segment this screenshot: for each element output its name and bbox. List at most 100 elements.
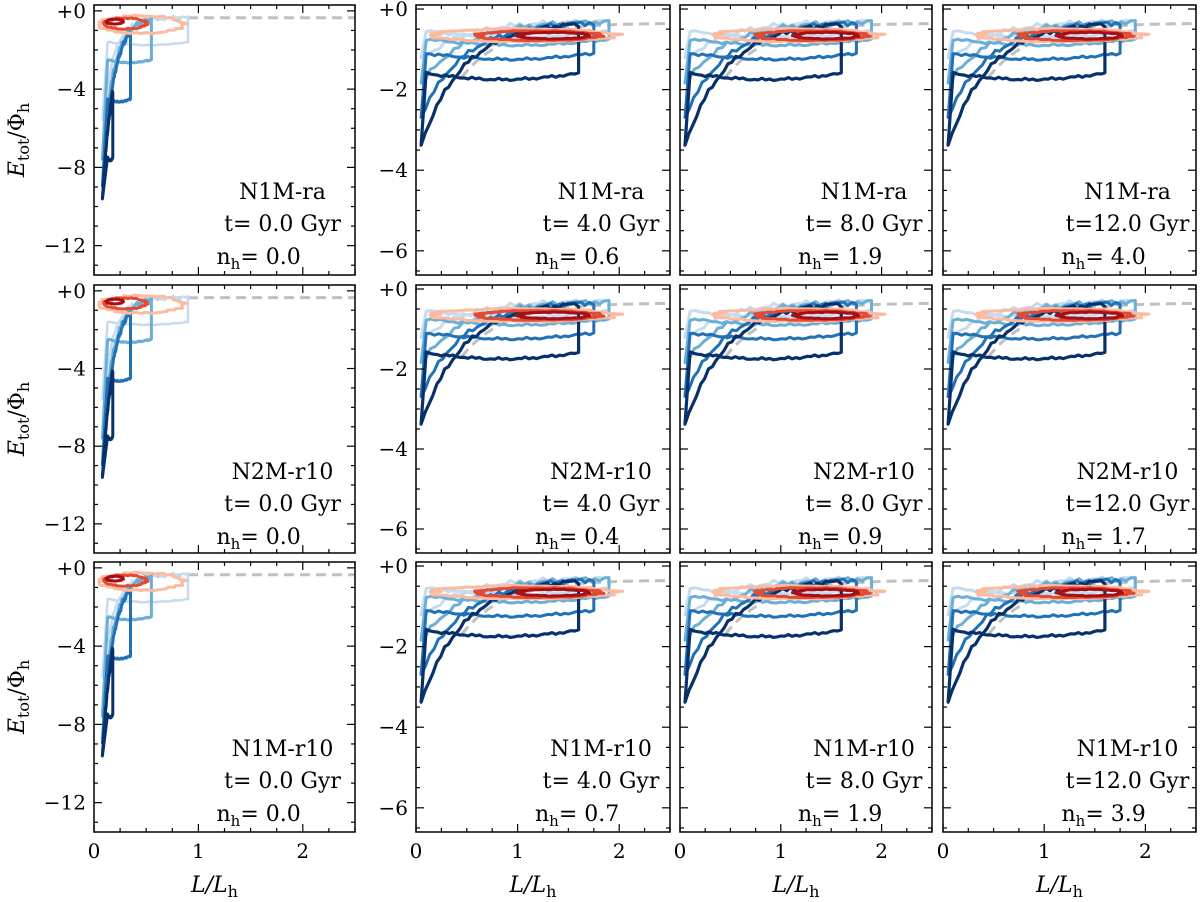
plot-area (97, 570, 355, 758)
panel-r0-c2: N1M-ra t= 8.0 Gyr nh= 1.9 (679, 4, 933, 276)
circular-orbit-curve (460, 579, 670, 636)
nh-label: nh= 4.0 (1062, 245, 1146, 273)
x-tick-label: 1 (511, 839, 524, 863)
x-tick-label: 0 (674, 839, 687, 863)
nh-label: nh= 0.6 (535, 245, 619, 273)
y-axis-label-rest: /Φ (5, 670, 30, 695)
panel-r0-c0: +0 −4 −8 −12 Etot/Φh N1M-ra t= 0.0 Gyr nh= 0.0 (5, 0, 356, 276)
panel-r1-c0: +0 −4 −8 −12 Etot/Φh N2M-r10 t= 0.0 Gyr nh= 0.0 (5, 279, 356, 554)
contour-blue-0 (101, 294, 190, 401)
y-tick-label: +0 (57, 556, 86, 580)
nh-label-sub: h (812, 535, 822, 553)
nh-value: = 0.6 (559, 245, 619, 270)
circular-orbit-curve (987, 22, 1196, 79)
x-axis-label-sub: h (546, 882, 556, 901)
y-tick-label: −2 (379, 78, 408, 102)
plot-area (946, 18, 1196, 147)
y-axis-label-sub: tot (14, 695, 33, 718)
contour-blue-2 (683, 577, 858, 676)
contour-red-2 (104, 17, 125, 26)
contour-red-2 (513, 30, 592, 41)
nh-value: = 0.0 (240, 802, 300, 827)
model-label: N2M-r10 (550, 460, 652, 485)
y-tick-label: −4 (57, 77, 86, 101)
contour-blue-3 (683, 579, 843, 704)
y-tick-label: +0 (379, 0, 408, 21)
nh-label: nh= 1.9 (798, 245, 882, 273)
contour-blue-2 (683, 300, 858, 398)
x-axis-label: L/Lh (1035, 873, 1083, 901)
nh-label: nh= 0.0 (217, 802, 301, 830)
y-tick-label: −4 (379, 437, 408, 461)
nh-label-sub: h (549, 535, 559, 553)
y-axis-label: Etot/Φh (5, 660, 33, 735)
y-axis-label-sub: tot (14, 417, 33, 440)
contour-blue-2 (946, 577, 1122, 676)
nh-value: = 0.0 (240, 245, 300, 270)
time-label: t= 8.0 Gyr (806, 492, 923, 517)
y-tick-label: −2 (379, 635, 408, 659)
plot-area (97, 13, 355, 201)
circular-orbit-curve (460, 22, 670, 79)
y-tick-label: −8 (57, 155, 86, 179)
contour-blue-3 (946, 22, 1107, 147)
x-axis-label: L/Lh (772, 873, 820, 901)
circular-orbit-curve (724, 301, 932, 358)
contour-red-1 (102, 296, 150, 311)
nh-label: nh= 0.4 (535, 525, 619, 553)
y-tick-label: −8 (57, 434, 86, 458)
time-label: t= 0.0 Gyr (224, 212, 341, 237)
contour-blue-2 (419, 577, 596, 676)
y-tick-label: −2 (379, 357, 408, 381)
panel-r2-c0: +0 −4 −8 −120 1 2 L/Lh Etot/Φh N1M-r10 t= 0.0 Gyr… (5, 556, 356, 901)
contour-red-2 (1054, 310, 1125, 321)
nh-label-sub: h (1076, 535, 1086, 553)
y-axis-label: Etot/Φh (5, 103, 33, 178)
y-tick-label: +0 (57, 0, 86, 23)
y-tick-label: −6 (379, 796, 408, 820)
time-label: t= 4.0 Gyr (543, 492, 660, 517)
nh-label-sub: h (549, 812, 559, 830)
x-tick-label: 0 (88, 839, 101, 863)
x-axis-label-sub: h (1073, 882, 1083, 901)
y-axis-label-sub2: h (14, 382, 33, 392)
contour-red-1 (473, 29, 606, 43)
plot-area (946, 575, 1196, 704)
nh-label: nh= 1.7 (1062, 525, 1146, 553)
contour-blue-3 (419, 22, 581, 147)
circular-orbit-curve (460, 301, 670, 358)
x-axis-label-sub: h (809, 882, 819, 901)
contour-red-2 (791, 30, 861, 41)
y-tick-label: −6 (379, 517, 408, 541)
y-tick-label: −12 (44, 512, 86, 536)
contour-red-0 (97, 13, 189, 36)
y-tick-label: −8 (57, 712, 86, 736)
nh-label: nh= 0.0 (217, 245, 301, 273)
y-tick-label: −12 (44, 791, 86, 815)
panel-r2-c2: 0 1 2 L/Lh N1M-r10 t= 8.0 Gyr nh= 1.9 (674, 561, 933, 901)
y-tick-label: −4 (57, 634, 86, 658)
y-tick-label: +0 (379, 277, 408, 301)
nh-value: = 0.9 (822, 525, 882, 550)
x-axis-label: L/Lh (190, 873, 238, 901)
contour-blue-0 (101, 14, 190, 122)
x-tick-label: 2 (875, 839, 888, 863)
x-tick-label: 0 (937, 839, 950, 863)
time-label: t=12.0 Gyr (1066, 212, 1190, 237)
contour-red-0 (97, 293, 189, 315)
y-tick-label: +0 (57, 279, 86, 303)
x-tick-label: 0 (410, 839, 423, 863)
contour-blue-1 (100, 574, 153, 718)
circular-orbit-curve (987, 579, 1196, 636)
panel-r0-c1: +0 −2 −4 −6 N1M-ra t= 4.0 Gyr nh= 0.6 (379, 0, 671, 276)
nh-label-sub: h (812, 255, 822, 273)
contour-blue-2 (419, 300, 596, 398)
panel-r2-c1: +0 −2 −4 −60 1 2 L/Lh N1M-r10 t= 4.0 Gyr nh= 0.7 (379, 554, 671, 901)
panel-r1-c3: N2M-r10 t=12.0 Gyr nh= 1.7 (942, 284, 1197, 554)
contour-red-1 (473, 586, 606, 600)
nh-label-sub: h (549, 255, 559, 273)
time-label: t=12.0 Gyr (1066, 492, 1190, 517)
time-label: t= 0.0 Gyr (224, 769, 341, 794)
nh-label-sub: h (231, 535, 241, 553)
time-label: t= 4.0 Gyr (543, 212, 660, 237)
